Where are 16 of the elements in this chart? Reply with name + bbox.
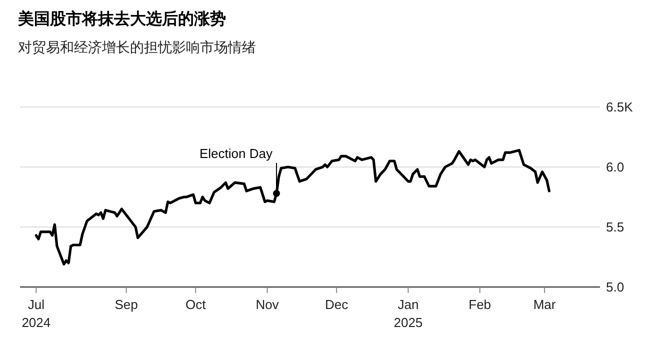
x-tick-label: Nov: [256, 297, 280, 312]
line-series: [34, 148, 550, 266]
y-tick-label: 6.5K: [606, 100, 634, 115]
x-tick-label: Oct: [186, 297, 206, 312]
x-tick-label: Mar: [533, 297, 556, 312]
x-tick-label: Feb: [468, 297, 492, 312]
y-tick-label: 6.0: [606, 160, 624, 175]
y-tick-label: 5.5: [606, 220, 624, 235]
y-tick-label: 5.0: [606, 280, 624, 295]
x-tick-label: Jan 2025: [394, 297, 423, 330]
x-tick-label: Dec: [325, 297, 349, 312]
x-tick-label: Sep: [114, 297, 138, 312]
x-tick-label: Jul 2024: [22, 297, 51, 330]
annotation: Election Day: [200, 146, 273, 161]
chart-title: 美国股市将抹去大选后的涨势: [17, 9, 226, 28]
chart-subtitle: 对贸易和经济增长的担忧影响市场情绪: [18, 39, 256, 55]
